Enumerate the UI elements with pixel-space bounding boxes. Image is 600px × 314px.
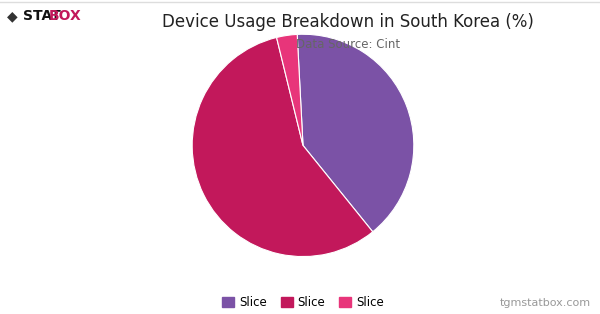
Text: tgmstatbox.com: tgmstatbox.com <box>500 298 591 308</box>
Text: ◆: ◆ <box>7 9 18 24</box>
Wedge shape <box>192 37 373 257</box>
Wedge shape <box>277 35 303 145</box>
Wedge shape <box>297 34 414 232</box>
Text: Device Usage Breakdown in South Korea (%): Device Usage Breakdown in South Korea (%… <box>162 13 534 30</box>
Text: STAT: STAT <box>23 9 61 24</box>
Text: BOX: BOX <box>49 9 82 24</box>
Legend: Slice, Slice, Slice: Slice, Slice, Slice <box>218 291 388 314</box>
Text: Data Source: Cint: Data Source: Cint <box>296 38 400 51</box>
